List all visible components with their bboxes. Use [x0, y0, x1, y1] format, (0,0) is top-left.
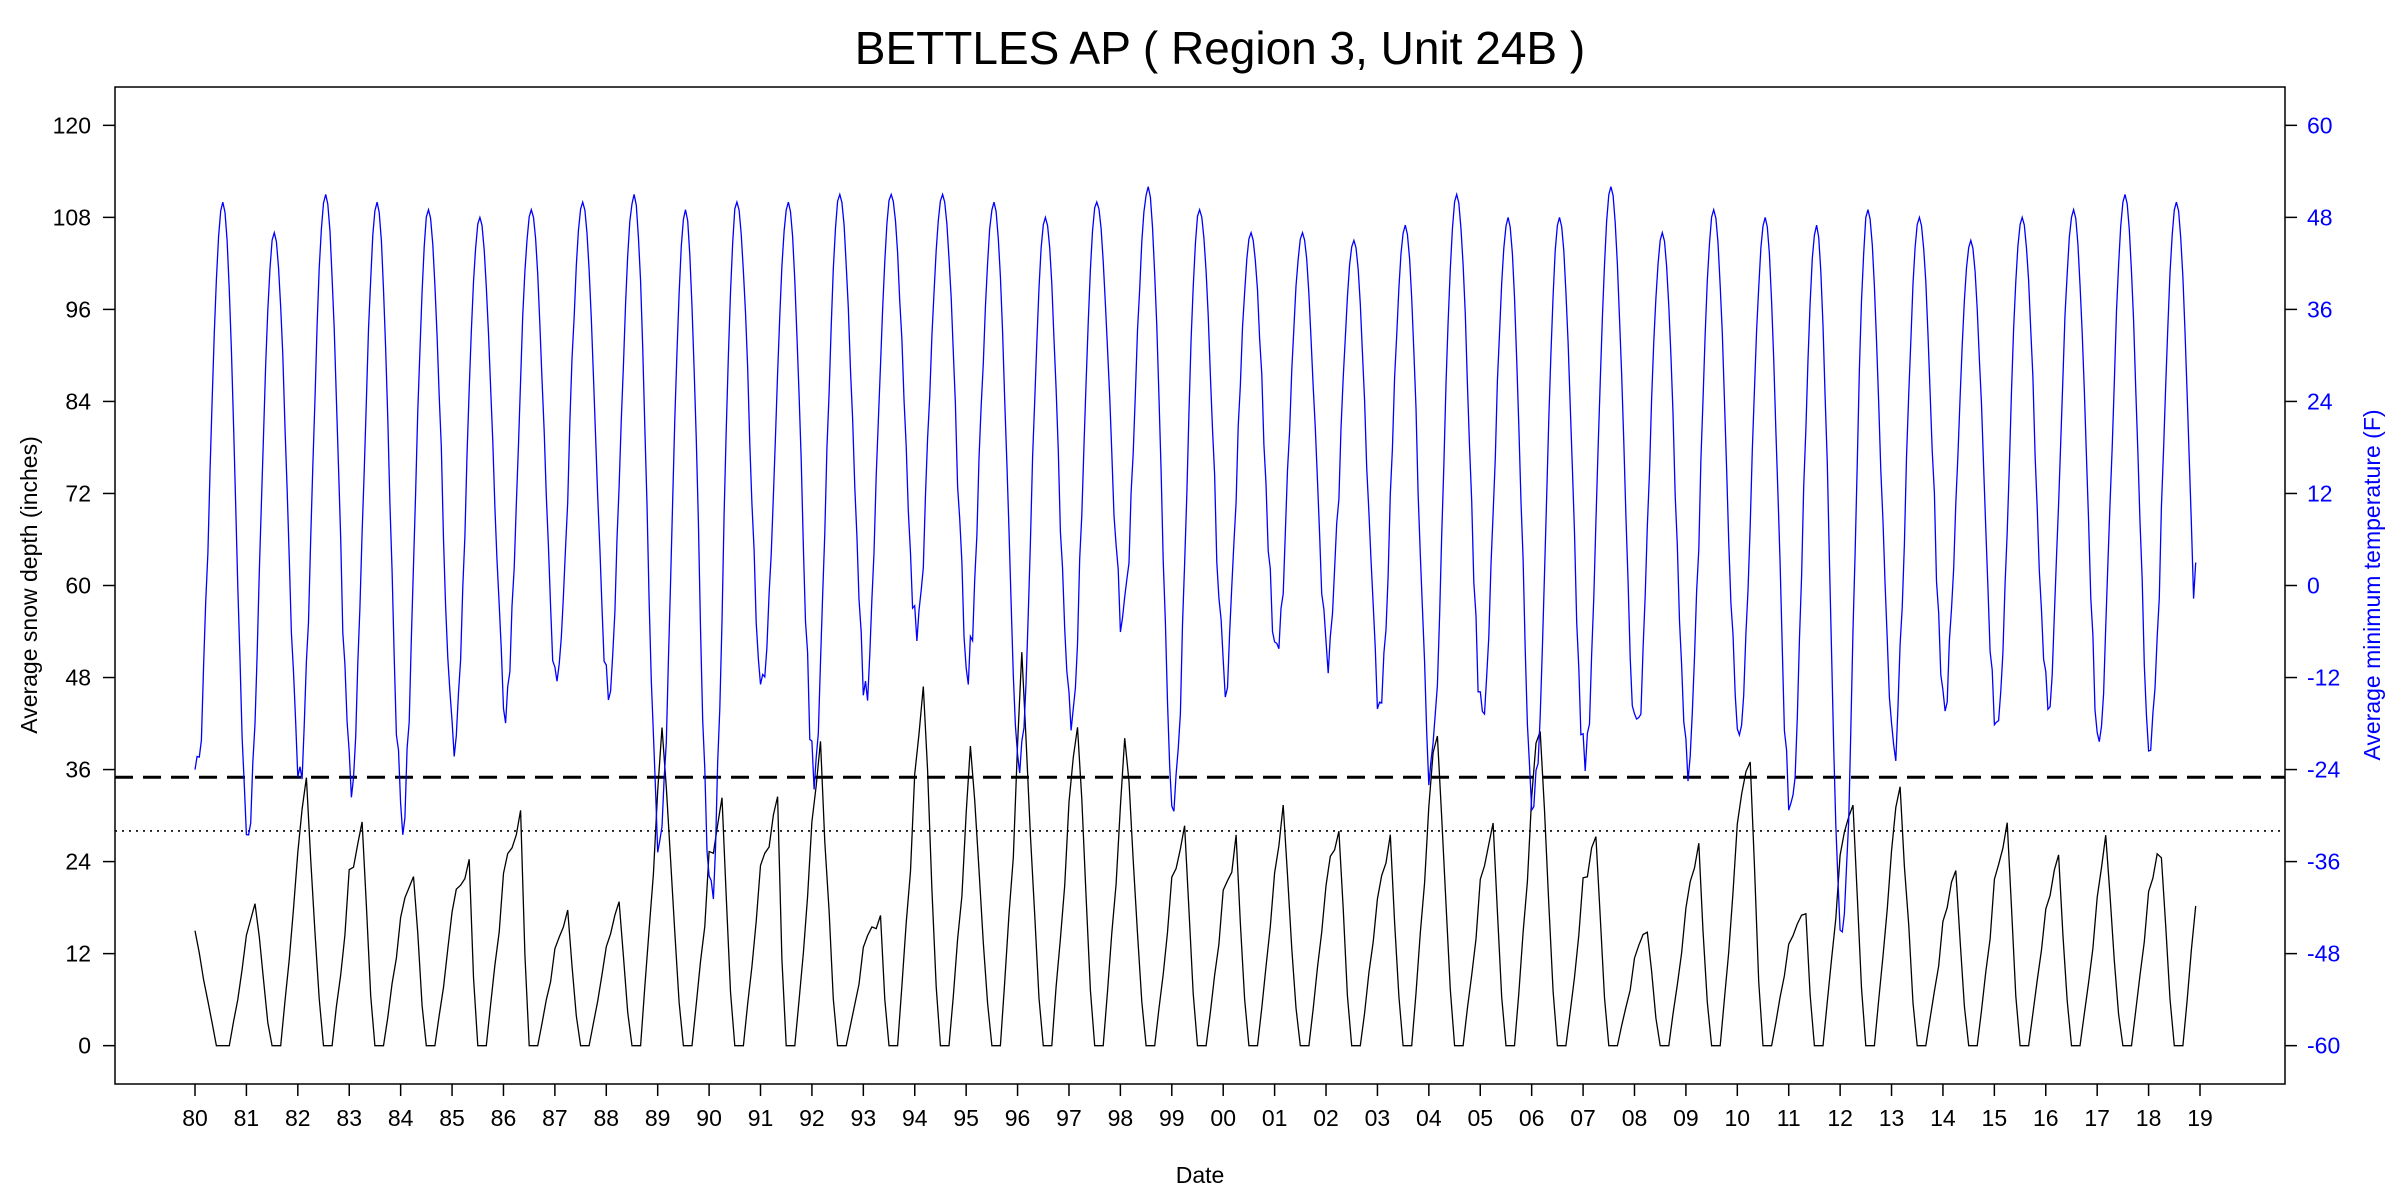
x-tick-label: 82	[285, 1105, 311, 1131]
x-tick-label: 16	[2033, 1105, 2059, 1131]
x-tick-label: 88	[593, 1105, 619, 1131]
x-axis-title: Date	[1176, 1162, 1225, 1188]
x-tick-label: 12	[1827, 1105, 1853, 1131]
y2-tick-label: -36	[2307, 849, 2340, 875]
y2-tick-label: 12	[2307, 480, 2333, 506]
x-tick-label: 06	[1519, 1105, 1545, 1131]
y2-tick-label: -60	[2307, 1033, 2340, 1059]
x-tick-label: 85	[439, 1105, 465, 1131]
x-tick-label: 14	[1930, 1105, 1956, 1131]
y2-tick-label: -48	[2307, 941, 2340, 967]
y-axis-right: -60 -48 -36 -24 -12 0 12 24 36 48 60	[2285, 112, 2340, 1059]
y-tick-label: 0	[78, 1033, 91, 1059]
x-tick-label: 15	[1982, 1105, 2008, 1131]
y-tick-label: 108	[53, 204, 91, 230]
x-tick-label: 90	[696, 1105, 722, 1131]
y-tick-label: 12	[65, 941, 91, 967]
x-tick-label: 10	[1725, 1105, 1751, 1131]
x-tick-label: 97	[1056, 1105, 1082, 1131]
y-tick-label: 72	[65, 480, 91, 506]
y2-tick-label: 48	[2307, 204, 2333, 230]
reference-lines	[115, 775, 2285, 832]
y-tick-label: 24	[65, 849, 91, 875]
x-tick-label: 92	[799, 1105, 825, 1131]
x-tick-label: 89	[645, 1105, 671, 1131]
x-tick-label: 18	[2136, 1105, 2162, 1131]
y2-tick-label: -12	[2307, 665, 2340, 691]
x-tick-label: 84	[388, 1105, 414, 1131]
x-tick-label: 94	[902, 1105, 928, 1131]
x-tick-label: 81	[234, 1105, 260, 1131]
x-tick-label: 13	[1879, 1105, 1905, 1131]
temperature-line	[194, 186, 2197, 934]
x-tick-label: 03	[1365, 1105, 1391, 1131]
x-tick-label: 19	[2187, 1105, 2213, 1131]
x-axis: 80 81 82 83 84 85 86 87 88 89 90 91 92 93 94 95 96 97 98 99…	[182, 1084, 2213, 1131]
y-axis-title: Average snow depth (inches)	[16, 436, 42, 733]
x-tick-label: 98	[1108, 1105, 1134, 1131]
x-tick-label: 96	[1005, 1105, 1031, 1131]
x-tick-label: 87	[542, 1105, 568, 1131]
x-tick-label: 86	[491, 1105, 517, 1131]
y2-tick-label: -24	[2307, 757, 2340, 783]
y2-tick-label: 24	[2307, 388, 2333, 414]
x-tick-label: 11	[1777, 1105, 1801, 1131]
x-tick-label: 91	[748, 1105, 774, 1131]
x-tick-label: 07	[1570, 1105, 1596, 1131]
x-tick-label: 99	[1159, 1105, 1185, 1131]
x-tick-label: 93	[851, 1105, 877, 1131]
x-tick-label: 17	[2084, 1105, 2110, 1131]
y2-tick-label: 36	[2307, 296, 2333, 322]
x-tick-label: 09	[1673, 1105, 1699, 1131]
y-tick-label: 48	[65, 665, 91, 691]
x-tick-label: 80	[182, 1105, 208, 1131]
series-layer	[194, 186, 2197, 1047]
y2-axis-title: Average minimum temperature (F)	[2359, 409, 2385, 760]
snow-depth-line	[194, 652, 2197, 1047]
x-tick-label: 04	[1416, 1105, 1442, 1131]
x-tick-label: 95	[953, 1105, 979, 1131]
x-tick-label: 83	[336, 1105, 362, 1131]
y2-tick-label: 0	[2307, 573, 2320, 599]
y-tick-label: 96	[65, 296, 91, 322]
x-tick-label: 00	[1210, 1105, 1236, 1131]
y2-tick-label: 60	[2307, 112, 2333, 138]
y-tick-label: 84	[65, 388, 91, 414]
chart-title: BETTLES AP ( Region 3, Unit 24B )	[855, 22, 1585, 74]
y-tick-label: 60	[65, 573, 91, 599]
x-tick-label: 08	[1622, 1105, 1648, 1131]
y-tick-label: 120	[53, 112, 91, 138]
y-tick-label: 36	[65, 757, 91, 783]
x-tick-label: 05	[1467, 1105, 1493, 1131]
x-tick-label: 01	[1262, 1105, 1288, 1131]
x-tick-label: 02	[1313, 1105, 1339, 1131]
y-axis-left: 0 12 24 36 48 60 72 84 96 108 120	[53, 112, 115, 1059]
